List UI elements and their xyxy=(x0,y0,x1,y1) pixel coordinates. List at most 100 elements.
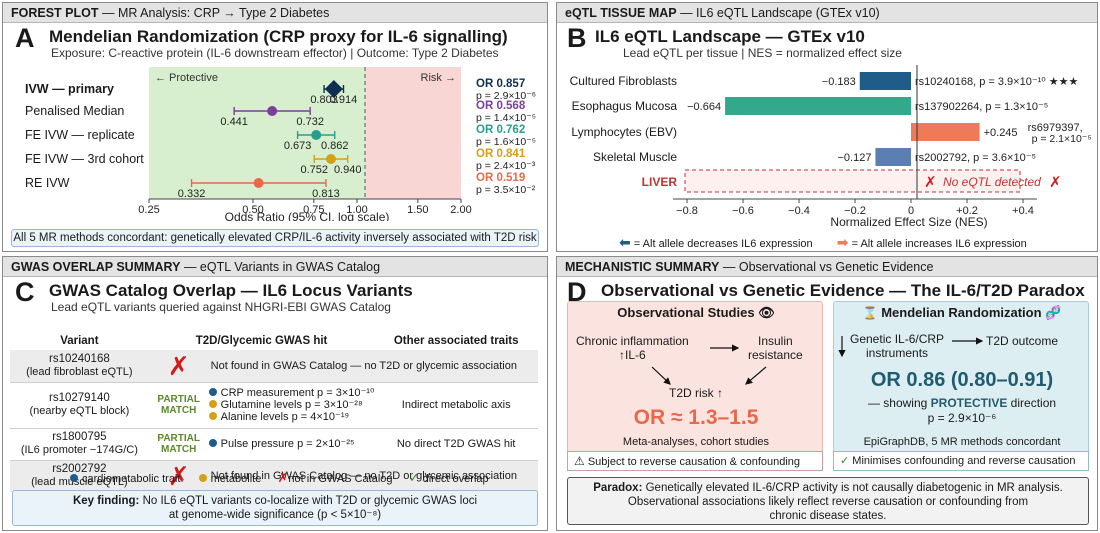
mr-source: EpiGraphDB, 5 MR methods concordant xyxy=(863,436,1061,448)
or-value-label: OR 0.519 xyxy=(476,172,525,184)
forest-subtitle: Exposure: C-reactive protein (IL-6 downs… xyxy=(51,46,499,60)
liver-cross-icon-2: ✗ xyxy=(1049,174,1062,191)
x-tick-label: 2.00 xyxy=(450,204,471,216)
variant-cell: rs10240168 (lead fibroblast eQTL) xyxy=(10,350,149,382)
liver-cross-icon: ✗ xyxy=(924,174,937,191)
x-tick-label: +0.2 xyxy=(956,205,978,217)
eqtl-chart: Cultured Fibroblasts −0.183 rs10240168, p … xyxy=(570,65,1092,229)
gwas-table-row: rs1800795 (IL6 promoter −174G/C) PARTIAL MA… xyxy=(10,427,538,460)
status-cell: PARTIAL MATCH xyxy=(148,427,209,460)
obs-odds-ratio: OR ≈ 1.3–1.5 xyxy=(633,406,759,429)
mr-direction: — showing PROTECTIVE direction xyxy=(867,396,1057,410)
risk-label: Risk → xyxy=(421,72,456,84)
liver-label: LIVER xyxy=(642,175,678,189)
variant-cell: rs1800795 (IL6 promoter −174G/C) xyxy=(10,427,149,460)
ci-low-label: 0.752 xyxy=(300,164,328,176)
cardiometabolic-dot-icon xyxy=(208,439,217,447)
forest-plot-panel: FOREST PLOT — MR Analysis: CRP → Type 2 … xyxy=(2,2,548,252)
p-value-label: p = 2.9×10⁻⁶ xyxy=(476,90,536,102)
x-tick-label: 0.75 xyxy=(303,204,324,216)
other-traits-cell: Indirect metabolic axis xyxy=(374,381,538,428)
obs-node-inflammation: Chronic inflammation ↑IL-6 xyxy=(576,334,689,362)
eqtl-bar-row: Cultured Fibroblasts −0.183 rs10240168, p … xyxy=(570,72,1078,90)
panel-letter-a: A xyxy=(15,23,35,53)
gwas-hit: Alanine levels p = 4×10⁻¹⁹ xyxy=(208,411,375,423)
partial-match-badge: PARTIAL MATCH xyxy=(157,433,200,455)
nes-bar xyxy=(725,97,911,115)
status-cell: ✗ xyxy=(148,459,209,492)
nes-value-label: −0.183 xyxy=(822,76,856,88)
mr-p-value: p = 2.9×10⁻⁶ xyxy=(927,411,997,425)
cardiometabolic-dot-icon xyxy=(208,388,217,396)
x-tick-label: −0.2 xyxy=(844,205,866,217)
mr-node-instruments: Genetic IL-6/CRP instruments xyxy=(850,332,945,360)
x-tick-label: 0.25 xyxy=(138,204,159,216)
eqtl-bar-row: Skeletal Muscle −0.127 rs2002792, p = 3.6×… xyxy=(593,148,1036,166)
metabolite-dot-icon xyxy=(208,412,217,420)
observational-box: Observational Studies 👁 Chronic inflamma… xyxy=(567,301,823,471)
ci-low-label: 0.803 xyxy=(310,94,338,106)
tissue-label: Skeletal Muscle xyxy=(593,150,677,164)
column-header-other-traits: Other associated traits xyxy=(393,335,519,347)
ci-high-label: 0.914 xyxy=(330,94,358,106)
x-tick-label: 0 xyxy=(908,205,914,217)
x-tick-label: +0.4 xyxy=(1012,205,1034,217)
metabolite-dot-icon xyxy=(208,400,217,408)
eqtl-subtitle: Lead eQTL per tissue | NES = normalized … xyxy=(623,46,902,60)
ci-low-label: 0.673 xyxy=(284,140,312,152)
forest-footer-note: All 5 MR methods concordant: genetically… xyxy=(11,229,539,247)
gwas-table-row: rs10279140 (nearby eQTL block) PARTIAL MATC… xyxy=(10,381,538,428)
column-header-variant: Variant xyxy=(60,335,99,347)
x-tick-label: 1.00 xyxy=(346,204,367,216)
obs-arrows xyxy=(651,344,767,385)
key-finding-box: Key finding: No IL6 eQTL variants co-loc… xyxy=(12,490,538,526)
mr-node-outcome: T2D outcome xyxy=(986,334,1059,348)
partial-match-badge: PARTIAL MATCH xyxy=(157,394,200,416)
gwas-hit: CRP measurement p = 3×10⁻¹⁰ xyxy=(208,387,374,399)
forest-x-axis-label: Odds Ratio (95% CI, log scale) xyxy=(225,210,390,221)
tissue-label: Lymphocytes (EBV) xyxy=(571,125,677,139)
forest-chart: ← Protective Risk → IVW — primary0.8030.… xyxy=(25,67,536,221)
gwas-hit-cell: Not found in GWAS Catalog — no T2D or gl… xyxy=(208,350,538,382)
metabolite-dot-icon xyxy=(198,474,207,482)
gwas-hit: Glutamine levels p = 3×10⁻²⁸ xyxy=(208,399,375,411)
panel-letter-c: C xyxy=(15,277,35,307)
obs-title-row: Observational Studies 👁 xyxy=(617,305,775,320)
mr-arrows xyxy=(838,336,984,358)
warning-icon: ⚠ xyxy=(574,454,585,468)
p-value-label: p = 2.4×10⁻³ xyxy=(476,160,536,172)
variant-annotation: rs10240168, p = 3.9×10⁻¹⁰ ★★★ xyxy=(915,76,1078,88)
eqtl-panel: eQTL TISSUE MAP — IL6 eQTL Landscape (GT… xyxy=(556,2,1098,252)
or-value-label: OR 0.762 xyxy=(476,124,525,136)
column-header-t2d-hit: T2D/Glycemic GWAS hit xyxy=(195,335,328,347)
nes-bar xyxy=(859,72,911,90)
ci-low-label: 0.441 xyxy=(220,116,248,128)
p-value-label: p = 3.5×10⁻² xyxy=(476,184,536,196)
method-label: IVW — primary xyxy=(25,82,114,96)
mech-panel-header: MECHANISTIC SUMMARY — Observational vs G… xyxy=(557,257,1097,277)
method-label: RE IVW xyxy=(25,176,70,190)
mech-title: Observational vs Genetic Evidence — The … xyxy=(601,281,1085,300)
dna-icon: 🧬 xyxy=(1045,305,1062,320)
gwas-table: Variant T2D/Glycemic GWAS hit Other asso… xyxy=(10,332,538,492)
nes-bar xyxy=(875,148,911,166)
gwas-hit-cell: Pulse pressure p = 2×10⁻²⁵ xyxy=(208,427,375,460)
check-icon: ✓ xyxy=(408,470,420,485)
liver-note: No eQTL detected xyxy=(943,175,1041,189)
orange-arrow-right-icon: ➡ xyxy=(836,234,849,250)
ci-high-label: 0.732 xyxy=(296,116,324,128)
eqtl-x-axis-label: Normalized Effect Size (NES) xyxy=(830,215,987,229)
forest-panel-header: FOREST PLOT — MR Analysis: CRP → Type 2 … xyxy=(3,3,547,23)
nes-value-label: +0.245 xyxy=(984,127,1018,139)
ci-high-label: 0.813 xyxy=(312,188,340,200)
eqtl-panel-header: eQTL TISSUE MAP — IL6 eQTL Landscape (GT… xyxy=(557,3,1097,23)
mr-title-row: ⌛ Mendelian Randomization 🧬 xyxy=(862,305,1062,320)
method-label: Penalised Median xyxy=(25,104,124,118)
gwas-legend: cardiometabolic trait metabolite ✗not in… xyxy=(70,470,489,486)
other-traits-cell: No direct T2D GWAS hit xyxy=(374,427,538,460)
panel-letter-d: D xyxy=(567,277,587,307)
